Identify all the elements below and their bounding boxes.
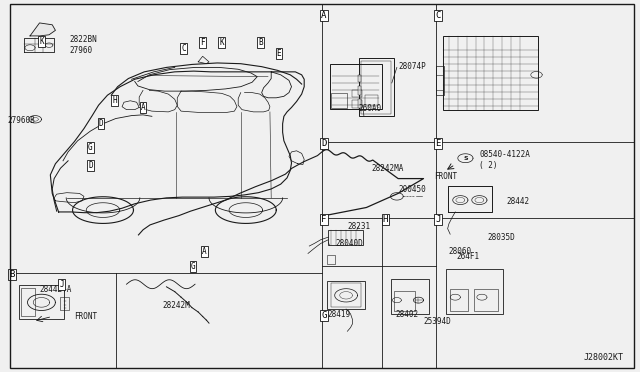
Bar [331,283,362,307]
Bar [353,90,362,97]
Text: 28442: 28442 [506,197,529,206]
Text: E: E [276,49,281,58]
Bar [442,36,538,110]
Bar [358,75,362,82]
Polygon shape [30,23,56,36]
Text: 2822BN
27960: 2822BN 27960 [69,35,97,55]
Bar [474,289,499,311]
Bar [358,99,362,108]
Text: J: J [435,215,441,224]
Text: 28035D: 28035D [487,232,515,242]
Text: 27960B: 27960B [7,116,35,125]
Text: C: C [181,44,186,52]
Bar [21,288,35,317]
Text: B: B [10,270,15,279]
Text: E: E [435,139,441,148]
Text: G: G [321,311,326,320]
Text: H: H [383,215,388,224]
Text: 28060: 28060 [449,247,472,256]
Text: 28402: 28402 [395,311,418,320]
Text: H: H [112,96,116,105]
Bar [359,58,394,116]
Text: D: D [99,119,104,128]
Bar [365,95,378,106]
Bar [60,297,69,310]
Text: J28002KT: J28002KT [584,353,623,362]
Bar [19,285,64,320]
Text: 25394D: 25394D [424,317,451,326]
Text: 28242MA: 28242MA [371,164,404,173]
Bar [332,93,348,108]
Text: 200450: 200450 [398,185,426,194]
Bar [327,281,365,309]
Text: G: G [191,262,195,271]
Text: 28074P: 28074P [398,62,426,71]
Text: C: C [435,11,441,20]
Text: FRONT: FRONT [434,172,458,181]
Text: FRONT: FRONT [74,312,97,321]
Text: F: F [321,215,326,224]
Text: S: S [463,156,468,161]
Text: A: A [141,103,145,112]
Text: G: G [88,142,93,151]
Text: 260A0: 260A0 [359,105,382,113]
Text: 28419: 28419 [327,311,350,320]
Text: 28231: 28231 [348,222,371,231]
Text: 28242M: 28242M [162,301,190,310]
Text: D: D [88,161,93,170]
Text: B: B [258,38,263,47]
Bar [445,269,503,314]
Text: D: D [321,139,326,148]
Text: J: J [60,280,64,289]
Bar [450,289,468,311]
Text: K: K [220,38,224,47]
Text: 28040D: 28040D [336,239,364,248]
Bar [328,230,364,245]
Text: 28442+A: 28442+A [40,285,72,294]
Text: F: F [200,38,205,47]
Bar [327,254,335,264]
Bar [436,65,444,95]
Bar [390,279,429,314]
Bar [330,64,381,109]
Bar [358,86,362,95]
Text: 264F1: 264F1 [456,252,479,261]
Text: A: A [202,247,207,256]
Text: A: A [321,11,326,20]
Bar [362,61,391,114]
Bar [394,291,415,311]
Text: K: K [39,37,44,46]
Bar [353,100,362,108]
Text: 08540-4122A
( 2): 08540-4122A ( 2) [479,150,531,170]
